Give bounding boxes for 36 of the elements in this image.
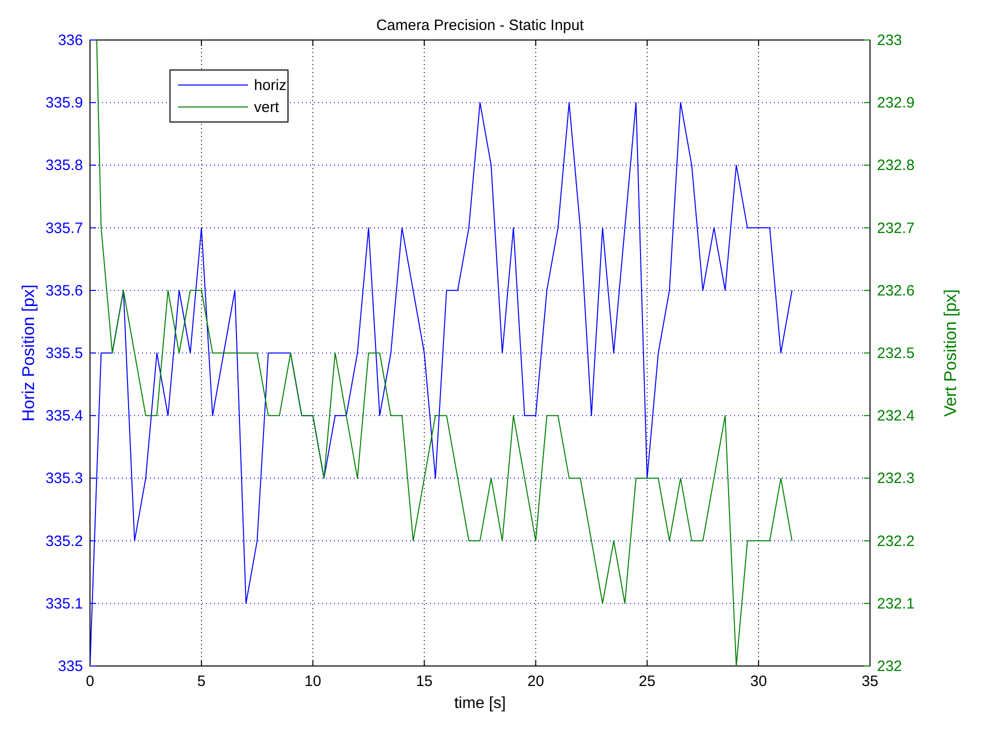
- y-tick-label: 335.5: [45, 345, 83, 362]
- y-tick-label: 335.2: [45, 532, 83, 550]
- x-tick-label: 0: [86, 673, 94, 690]
- legend-label: horiz: [254, 77, 287, 94]
- y2-tick-label: 232.8: [877, 157, 915, 174]
- y-tick-label: 335.7: [45, 220, 83, 237]
- y2-axis-title: Vert Position [px]: [941, 289, 960, 417]
- x-tick-label: 5: [197, 673, 206, 690]
- x-tick-label: 20: [527, 673, 544, 690]
- x-tick-label: 35: [862, 673, 878, 690]
- y2-tick-label: 232.4: [877, 408, 915, 425]
- x-tick-label: 15: [416, 673, 433, 690]
- y-axis-title: Horiz Position [px]: [19, 284, 38, 422]
- y-tick-label: 335.9: [45, 94, 83, 112]
- y-tick-label: 336: [58, 32, 83, 49]
- y-tick-label: 335: [58, 658, 83, 675]
- chart-title: Camera Precision - Static Input: [376, 17, 585, 34]
- y-tick-label: 335.6: [45, 282, 83, 300]
- x-tick-label: 25: [638, 673, 656, 690]
- y-tick-label: 335.8: [45, 157, 83, 174]
- y-tick-label: 335.4: [45, 408, 83, 425]
- legend-label: vert: [254, 99, 280, 116]
- y-tick-label: 335.3: [45, 470, 83, 488]
- x-tick-label: 10: [304, 673, 322, 690]
- y2-tick-label: 232.3: [877, 470, 915, 488]
- x-tick-label: 30: [750, 673, 767, 690]
- y2-tick-label: 232.1: [877, 595, 915, 612]
- y2-tick-label: 232.5: [877, 345, 915, 362]
- y2-tick-label: 233: [877, 32, 902, 49]
- x-axis-title: time [s]: [454, 695, 506, 712]
- y2-tick-label: 232.2: [877, 532, 915, 550]
- y2-tick-label: 232.6: [877, 282, 915, 300]
- y-tick-label: 335.1: [45, 595, 83, 612]
- y2-tick-label: 232.9: [877, 94, 915, 112]
- y2-tick-label: 232.7: [877, 220, 915, 237]
- y2-tick-label: 232: [877, 658, 902, 675]
